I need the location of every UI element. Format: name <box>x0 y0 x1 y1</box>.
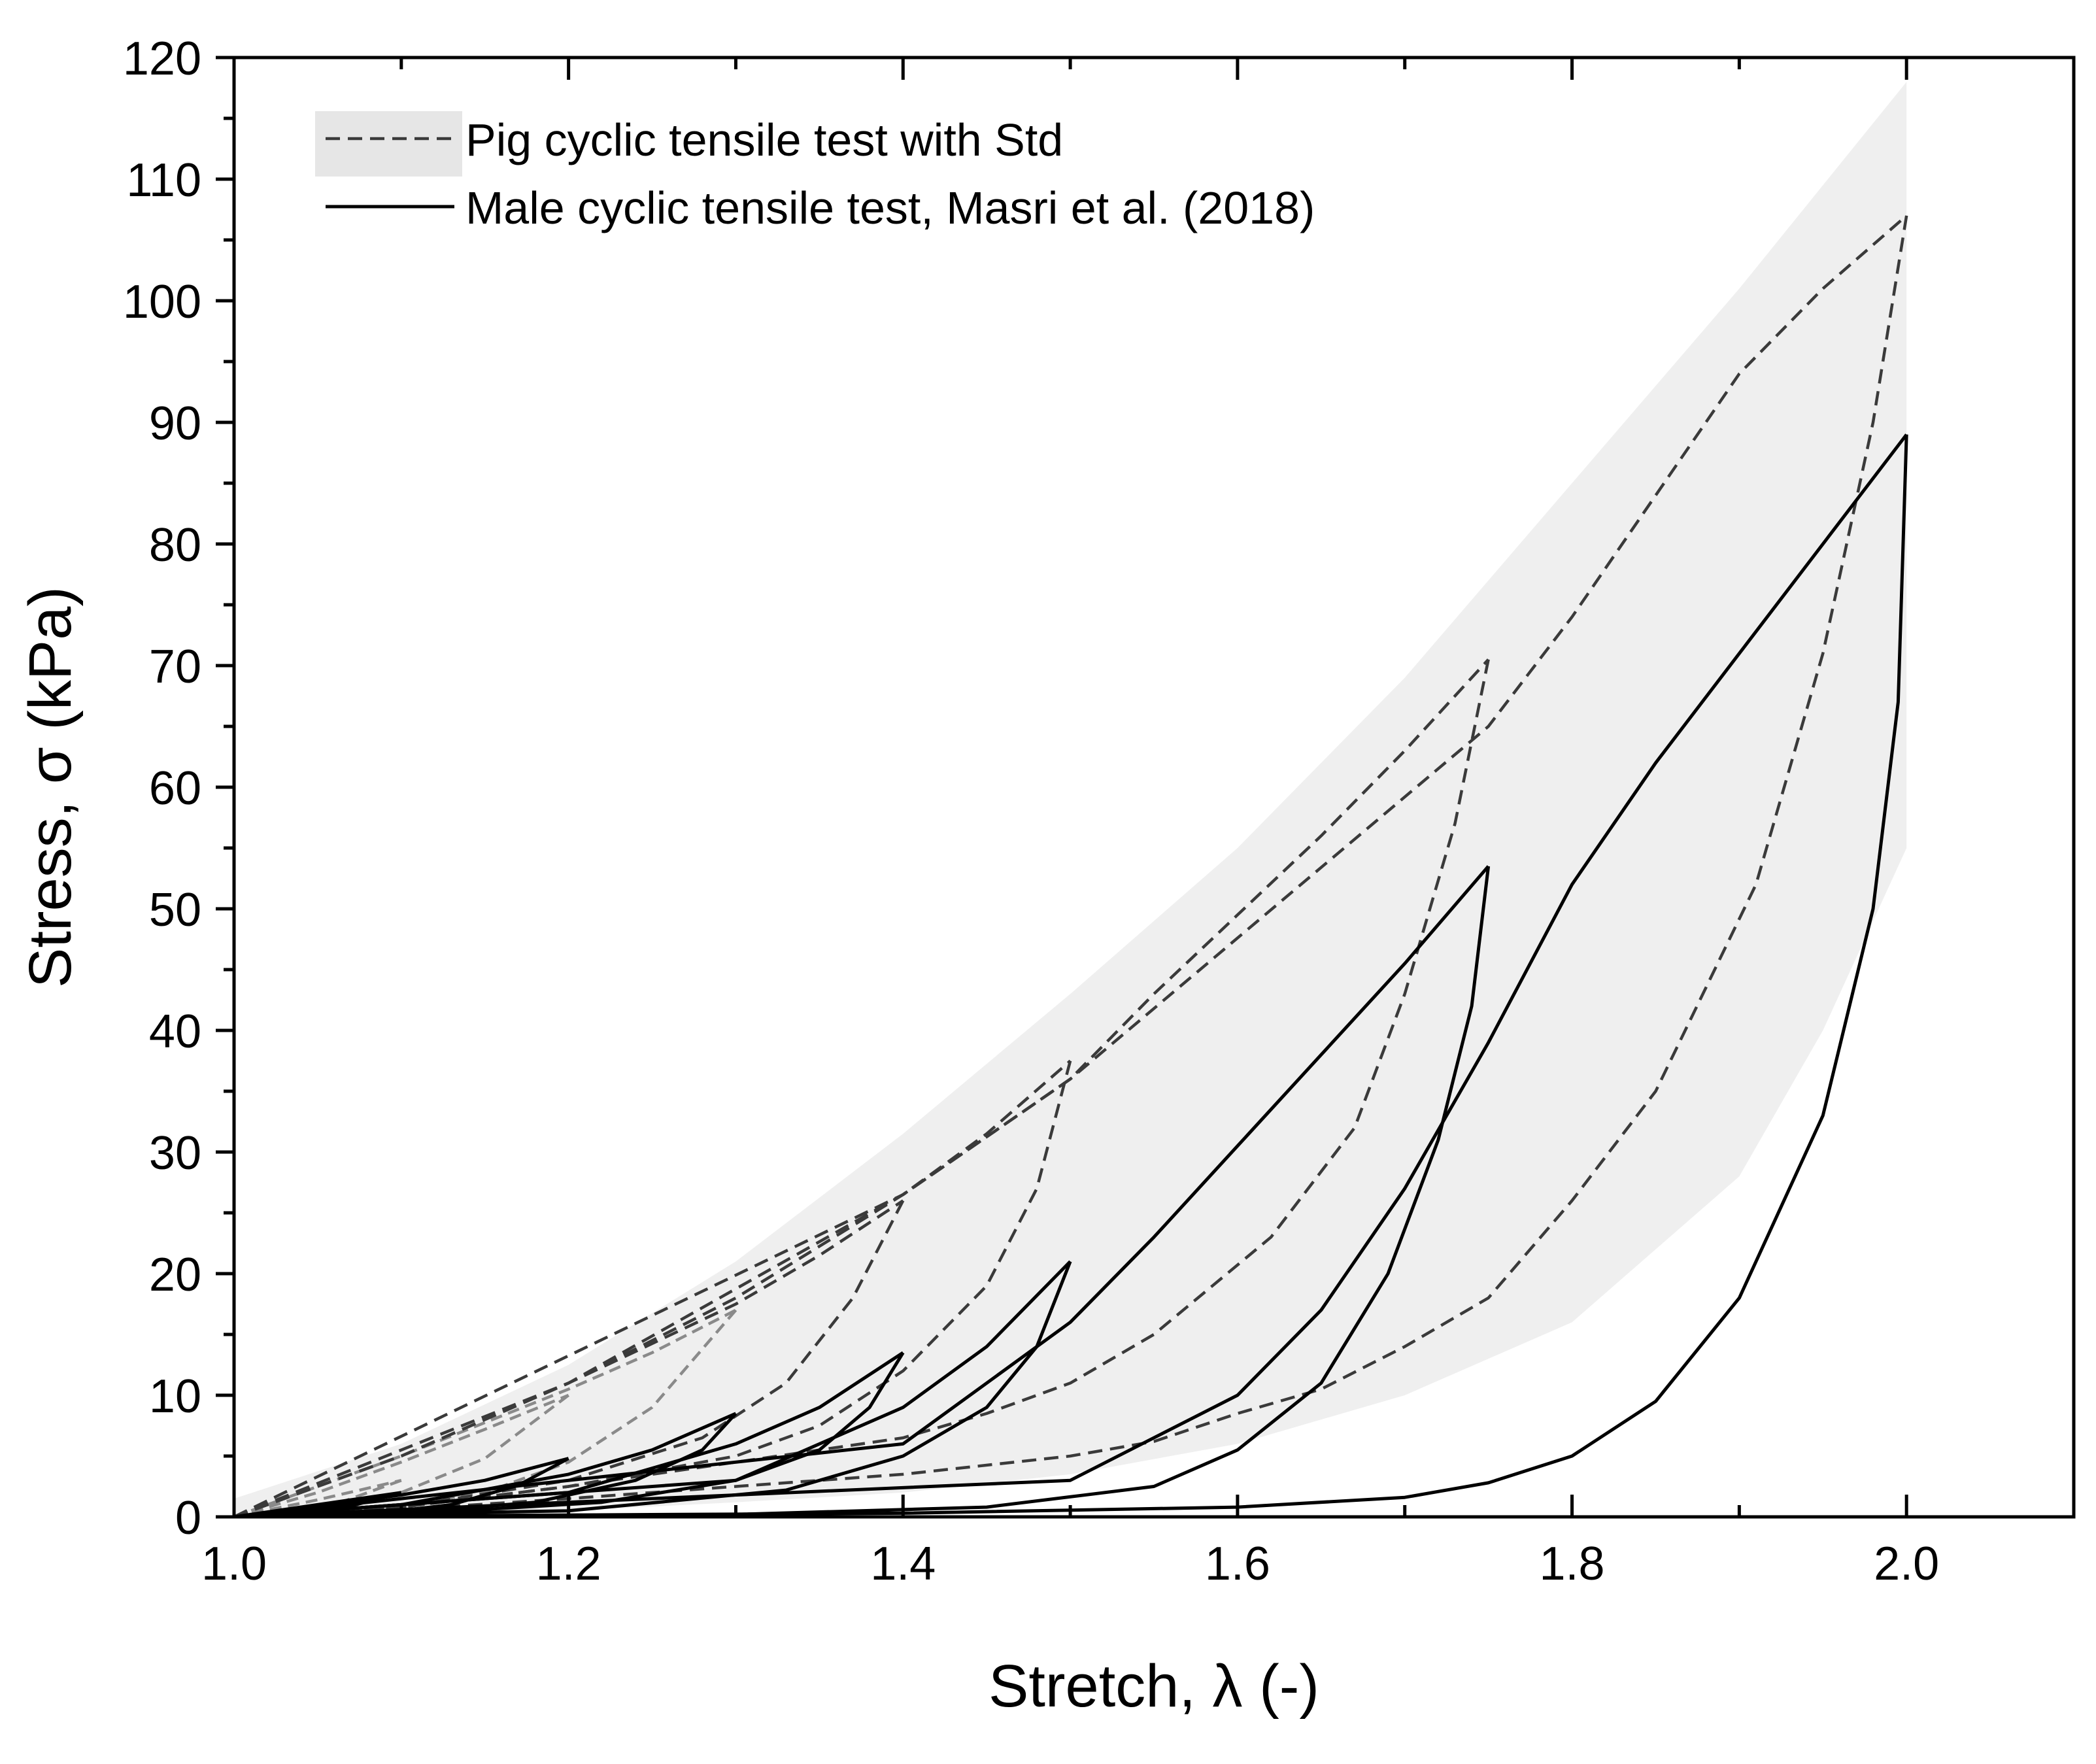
y-tick-label: 60 <box>149 762 201 815</box>
x-axis: 1.0 1.2 1.4 1.6 1.8 2.0 <box>201 58 2076 1590</box>
series-1-loop-5-loading <box>233 865 1490 1519</box>
x-tick-label: 1.4 <box>870 1538 936 1590</box>
x-tick-label: 1.2 <box>536 1538 601 1590</box>
series-1-loop-6-unloading <box>233 434 1908 1519</box>
y-tick-label: 90 <box>149 398 201 450</box>
series-0-loop-6-loading <box>233 214 1908 1519</box>
y-tick-label: 20 <box>149 1249 201 1301</box>
legend-label-pig: Pig cyclic tensile test with Std <box>465 114 1063 165</box>
y-tick-label: 110 <box>126 154 201 207</box>
y-tick-label: 30 <box>149 1127 201 1179</box>
y-tick-label: 80 <box>149 519 201 571</box>
x-tick-label: 1.0 <box>201 1538 267 1590</box>
y-tick-label: 40 <box>149 1006 201 1058</box>
series-0-loop-3-loading <box>233 1199 904 1519</box>
series-0-loop-4-loading <box>233 1059 1072 1519</box>
y-tick-label: 50 <box>149 884 201 936</box>
x-tick-label: 1.6 <box>1205 1538 1270 1590</box>
series-0-loop-1-loading <box>233 1393 569 1519</box>
y-tick-label: 100 <box>123 276 201 328</box>
legend-swatch-std-band <box>315 111 462 177</box>
y-axis-title: Stress, σ (kPa) <box>17 586 84 988</box>
y-tick-label: 0 <box>175 1492 201 1544</box>
series-1-loop-5-unloading <box>233 866 1491 1519</box>
std-band-layer <box>234 82 1907 1518</box>
y-tick-label: 70 <box>149 641 201 693</box>
x-tick-label: 1.8 <box>1539 1538 1604 1590</box>
x-axis-title: Stretch, λ (-) <box>989 1653 1319 1720</box>
y-tick-label: 10 <box>149 1370 201 1423</box>
y-axis: 0 10 20 30 40 50 60 70 80 90 100 110 120 <box>123 33 234 1544</box>
std-band <box>234 82 1907 1518</box>
series-1-loop-6-loading <box>233 433 1908 1519</box>
legend: Pig cyclic tensile test with Std Male cy… <box>315 111 1315 233</box>
x-tick-label: 2.0 <box>1874 1538 1939 1590</box>
series-0-loop-5-unloading <box>233 659 1490 1519</box>
legend-label-male: Male cyclic tensile test, Masri et al. (… <box>465 182 1315 233</box>
y-tick-label: 120 <box>123 33 201 85</box>
series-1-loop-4-loading <box>233 1260 1072 1519</box>
series-1-loop-1-loading <box>233 1457 569 1519</box>
